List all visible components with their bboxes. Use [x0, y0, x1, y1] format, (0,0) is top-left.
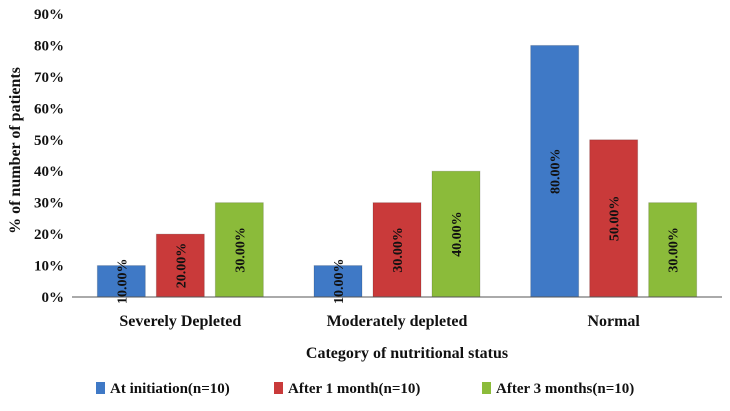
y-tick-label: 20% — [34, 227, 64, 243]
y-axis: 0% 10% 20% 30% 40% 50% 60% 70% 80% 90% — [34, 7, 64, 306]
data-label: 30.00% — [233, 227, 248, 273]
y-axis-title: % of number of patients — [7, 67, 24, 234]
y-tick-label: 60% — [34, 101, 64, 117]
y-tick-label: 0% — [42, 290, 65, 306]
y-tick-label: 30% — [34, 196, 64, 212]
data-label: 30.00% — [391, 227, 406, 272]
legend-swatch — [96, 382, 105, 394]
legend-swatch — [482, 382, 491, 394]
bar — [155, 233, 205, 298]
data-label: 80.00% — [549, 148, 564, 194]
category-label: Normal — [587, 313, 640, 330]
data-label: 20.00% — [174, 243, 189, 289]
legend-label: After 3 months(n=10) — [496, 381, 634, 397]
bar — [96, 265, 146, 298]
y-tick-label: 40% — [34, 164, 64, 180]
category-label: Severely Depleted — [119, 313, 241, 330]
bars — [96, 44, 698, 298]
category-label: Moderately depleted — [327, 313, 468, 330]
data-label: 30.00% — [667, 227, 682, 272]
y-tick-label: 90% — [34, 7, 64, 23]
bar — [214, 202, 264, 298]
bar — [431, 170, 481, 298]
legend-label: After 1 month(n=10) — [288, 381, 420, 397]
legend-swatch — [274, 382, 283, 394]
bar — [589, 139, 639, 298]
y-tick-label: 70% — [34, 70, 64, 86]
x-axis-categories: Severely Depleted Moderately depleted Norm… — [119, 313, 640, 330]
legend-label: At initiation(n=10) — [110, 381, 230, 397]
data-labels: 10.00% 20.00% 30.00% 10.00% 30.00% 40.00% 80.0… — [115, 148, 681, 304]
x-axis-title: Category of nutritional status — [306, 345, 508, 362]
y-tick-label: 50% — [34, 133, 64, 149]
data-label: 40.00% — [450, 211, 465, 257]
bar — [313, 265, 363, 298]
data-label: 10.00% — [115, 259, 130, 305]
legend: At initiation(n=10) After 1 month(n=10) Af… — [96, 381, 634, 397]
data-label: 50.00% — [608, 196, 623, 242]
y-tick-label: 10% — [34, 259, 64, 275]
y-tick-label: 80% — [34, 38, 64, 54]
data-label: 10.00% — [332, 259, 347, 305]
